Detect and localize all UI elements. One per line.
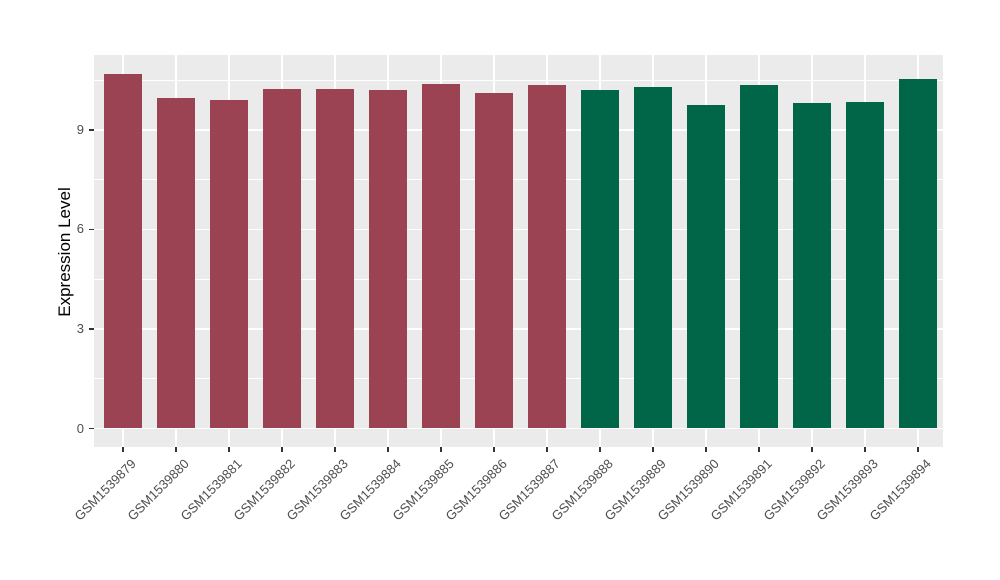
gridline-horizontal-major [94,228,943,231]
x-tick-mark [493,447,495,452]
y-tick-mark [89,129,94,131]
y-tick-mark [89,228,94,231]
bar-GSM1539886 [475,93,513,429]
gridline-horizontal-major [94,129,943,131]
plot-panel [94,55,943,447]
bar-GSM1539884 [369,90,407,429]
y-tick-mark [89,328,94,330]
x-tick-mark [811,447,813,452]
bar-GSM1539882 [263,88,301,429]
bar-GSM1539888 [581,90,619,429]
y-tick-label: 3 [76,320,84,336]
y-tick-label: 6 [76,221,84,237]
y-tick-mark [89,427,94,430]
gridline-horizontal-minor [94,179,943,181]
gridline-horizontal-minor [94,378,943,380]
bar-GSM1539879 [104,73,142,429]
bar-GSM1539892 [793,103,831,429]
x-tick-mark [652,447,654,452]
gridline-horizontal-minor [94,79,943,81]
x-tick-mark [122,447,124,452]
bar-GSM1539891 [740,85,778,429]
gridline-horizontal-minor [94,278,943,280]
x-tick-mark [334,447,336,452]
x-tick-mark [758,447,760,452]
x-tick-mark [599,447,601,452]
bar-GSM1539881 [210,100,248,429]
bar-GSM1539887 [528,85,566,429]
x-tick-mark [228,447,230,452]
x-tick-mark [281,447,283,452]
bar-GSM1539894 [899,78,937,429]
x-tick-mark [546,447,548,452]
x-tick-mark [440,447,442,452]
bar-GSM1539880 [157,98,195,429]
bar-GSM1539890 [687,105,725,429]
y-tick-label: 0 [76,420,84,436]
y-axis-title: Expression Level [55,187,74,317]
gridline-horizontal-major [94,328,943,330]
bar-GSM1539889 [634,86,672,429]
x-tick-mark [705,447,707,452]
y-tick-label: 9 [76,121,84,137]
x-tick-mark [917,447,919,452]
bar-GSM1539883 [316,88,354,429]
x-tick-mark [864,447,866,452]
bar-GSM1539885 [422,83,460,429]
bar-GSM1539893 [846,101,884,429]
gridline-horizontal-major [94,427,943,430]
x-tick-mark [387,447,389,452]
x-tick-mark [175,447,177,452]
